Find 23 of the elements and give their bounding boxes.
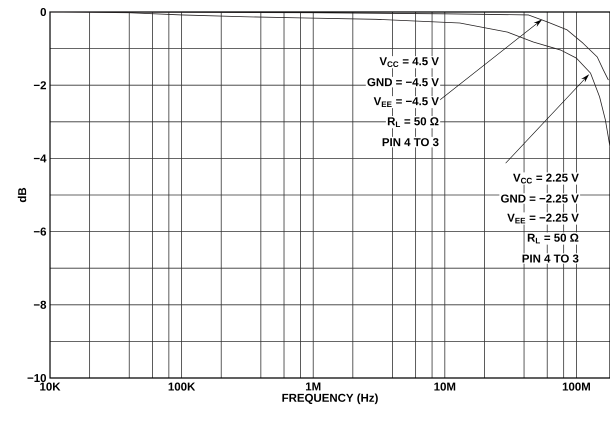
annotation: GND = −2.25 V [501, 194, 579, 203]
annotation: V$_{CC}$ = 4.5 V [380, 57, 439, 68]
annotation: V$_{CC}$ = 2.25 V [513, 174, 579, 184]
annotation: R$_{L}$ = 50 Ω [528, 234, 578, 244]
x-tick-label: 1M [306, 382, 320, 390]
y-tick-label: −8 [34, 300, 46, 309]
y-axis-title: dB [18, 188, 26, 202]
y-tick-label: −6 [34, 228, 46, 236]
x-tick-label: 100K [168, 382, 196, 391]
annotation: V$_{EE}$ = −4.5 V [374, 97, 439, 107]
y-tick-label: −10 [28, 374, 46, 382]
annotation: PIN 4 TO 3 [382, 138, 439, 146]
y-tick-label: 0 [40, 8, 46, 16]
y-tick-label: −2 [34, 81, 46, 90]
annotation: V$_{EE}$ = −2.25 V [507, 214, 579, 224]
annotation: PIN 4 TO 3 [522, 254, 578, 263]
annotation: GND = −4.5 V [367, 78, 439, 86]
annotation: R$_{L}$ = 50 Ω [388, 117, 438, 128]
x-axis-title: FREQUENCY (Hz) [282, 393, 378, 404]
x-tick-label: 10K [40, 382, 60, 391]
x-tick-label: 10M [434, 382, 456, 391]
y-tick-label: −4 [34, 154, 46, 162]
x-tick-label: 100M [562, 382, 590, 391]
